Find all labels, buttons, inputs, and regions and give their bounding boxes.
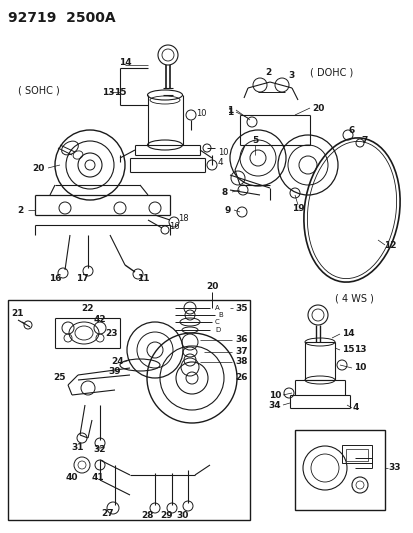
Text: 11: 11: [136, 273, 149, 282]
Text: 21: 21: [12, 309, 24, 318]
Text: 5: 5: [251, 135, 257, 144]
Text: 15: 15: [341, 345, 354, 354]
Bar: [341, 445, 371, 463]
Bar: [294, 430, 384, 510]
Text: 22: 22: [81, 303, 94, 312]
Text: 26: 26: [235, 374, 248, 383]
Text: 39: 39: [109, 367, 121, 376]
Text: 35: 35: [235, 303, 248, 312]
Text: 3: 3: [288, 70, 294, 79]
Text: 12: 12: [383, 240, 395, 249]
Text: 19: 19: [291, 204, 304, 213]
Bar: [8, 300, 249, 520]
Text: C: C: [214, 319, 219, 325]
Text: 1: 1: [226, 106, 233, 115]
Text: 7: 7: [361, 135, 367, 144]
Text: 20: 20: [32, 164, 44, 173]
Text: 10: 10: [353, 364, 366, 373]
Text: 10: 10: [218, 148, 228, 157]
Text: 29: 29: [160, 512, 173, 521]
Text: 4: 4: [352, 403, 358, 413]
Text: ( 4 WS ): ( 4 WS ): [334, 293, 373, 303]
Text: 20: 20: [205, 281, 218, 290]
Text: 16: 16: [169, 222, 179, 230]
Text: A: A: [214, 305, 219, 311]
Text: 40: 40: [66, 473, 78, 482]
Text: 24: 24: [112, 358, 124, 367]
Text: 37: 37: [235, 348, 248, 357]
Text: 41: 41: [91, 473, 104, 482]
Text: 30: 30: [176, 512, 189, 521]
Text: 38: 38: [235, 358, 248, 367]
Text: 32: 32: [93, 446, 106, 455]
Text: 2: 2: [17, 206, 23, 214]
Text: 10: 10: [268, 391, 280, 400]
Text: 2: 2: [264, 68, 271, 77]
Text: 13: 13: [102, 87, 114, 96]
Text: 10: 10: [195, 109, 206, 117]
Text: 27: 27: [102, 510, 114, 519]
Text: 42: 42: [93, 316, 106, 325]
Text: 31: 31: [71, 443, 84, 453]
Text: 13: 13: [353, 345, 366, 354]
Text: 8: 8: [221, 188, 228, 197]
Text: 9: 9: [224, 206, 230, 214]
Text: 92719  2500A: 92719 2500A: [8, 11, 115, 25]
Text: 25: 25: [54, 374, 66, 383]
Bar: [345, 449, 367, 461]
Text: 28: 28: [141, 512, 154, 521]
Text: 20: 20: [311, 103, 323, 112]
Text: 17: 17: [76, 273, 88, 282]
Text: 14: 14: [119, 58, 131, 67]
Text: ( SOHC ): ( SOHC ): [18, 85, 59, 95]
Text: 15: 15: [114, 87, 126, 96]
Text: 18: 18: [178, 214, 188, 222]
Text: ( DOHC ): ( DOHC ): [309, 67, 352, 77]
Text: 23: 23: [105, 328, 118, 337]
Text: 14: 14: [341, 329, 354, 338]
Text: 36: 36: [235, 335, 248, 344]
Text: D: D: [214, 327, 220, 333]
Text: 1: 1: [226, 108, 233, 117]
Text: 4: 4: [218, 157, 223, 166]
Text: 16: 16: [49, 273, 61, 282]
Text: 34: 34: [268, 400, 280, 409]
Text: 6: 6: [348, 125, 354, 134]
Text: B: B: [218, 312, 222, 318]
Text: 33: 33: [388, 464, 400, 472]
